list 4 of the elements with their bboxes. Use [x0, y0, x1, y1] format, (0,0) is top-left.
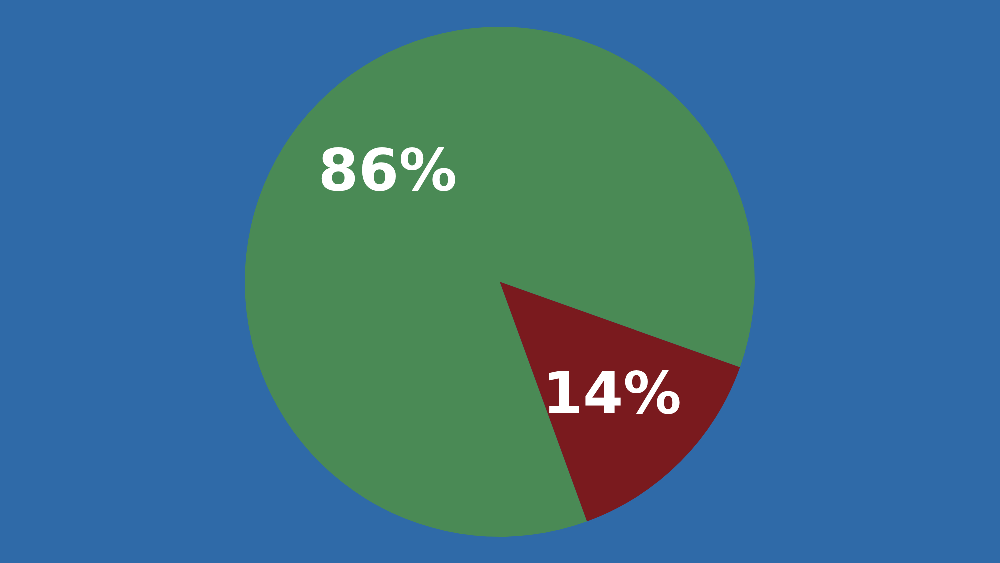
data-label: 14% [542, 359, 682, 428]
pie-slice [500, 282, 740, 522]
data-label: 86% [318, 136, 458, 205]
pie-slice [245, 27, 755, 537]
